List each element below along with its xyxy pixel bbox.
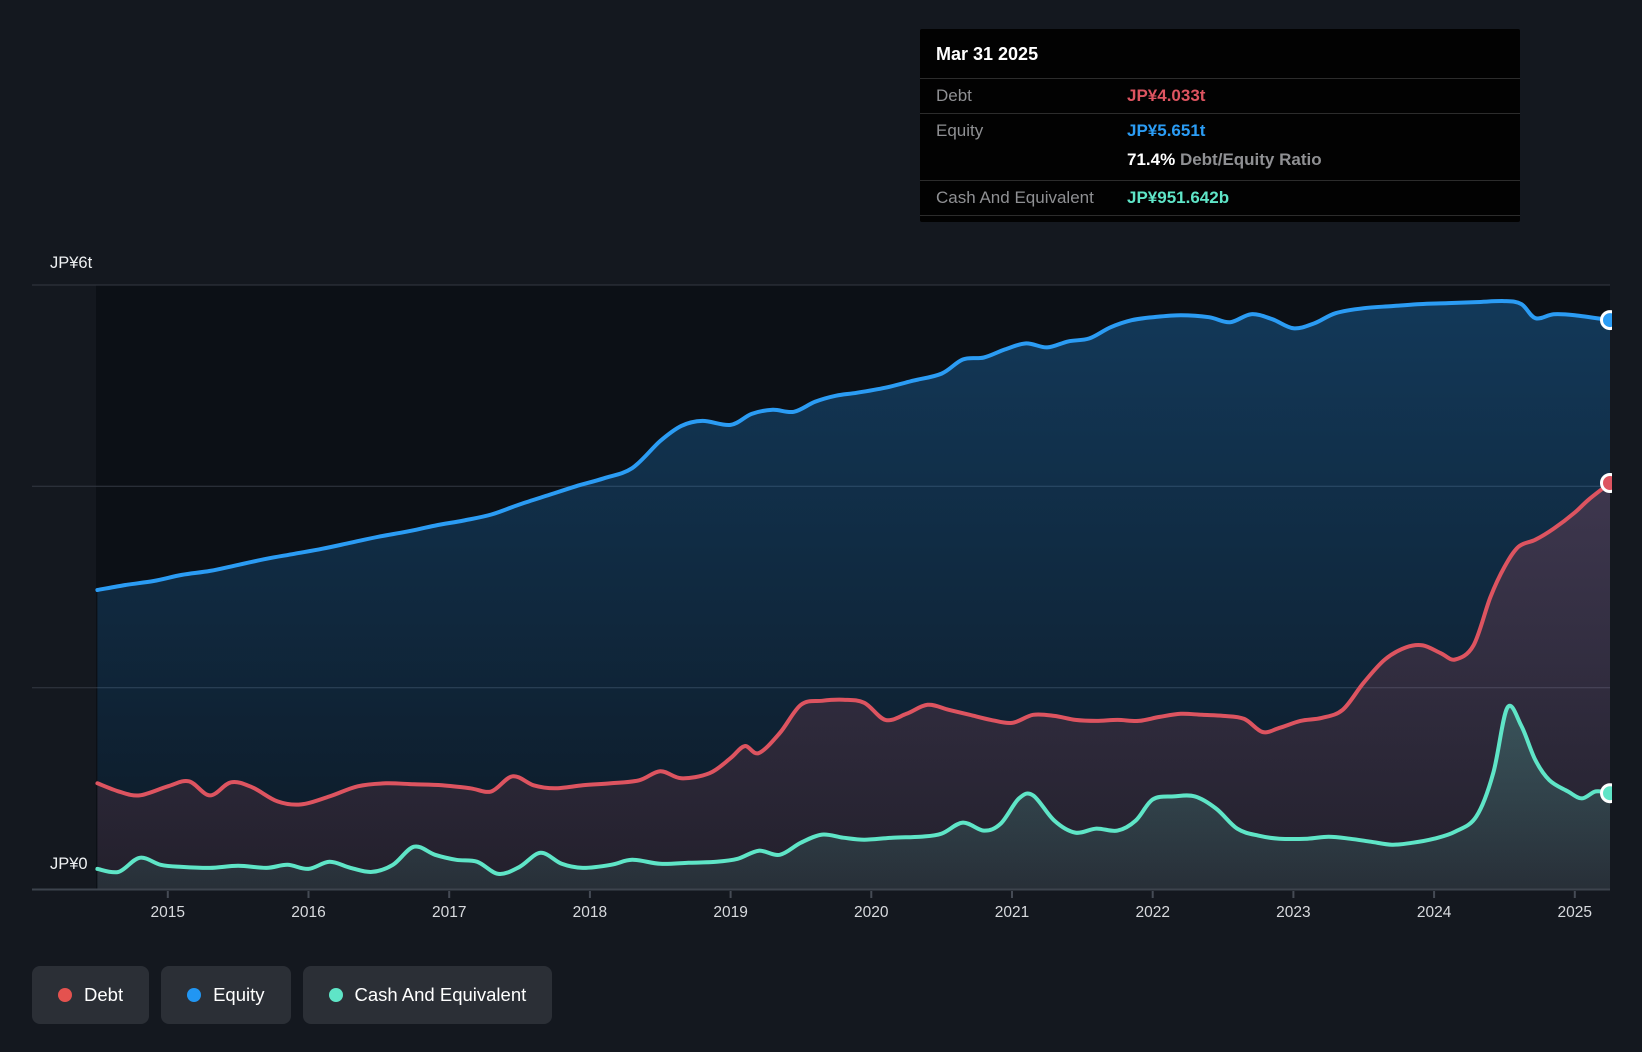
x-axis-label-2021: 2021 (995, 904, 1029, 921)
x-axis-label-2018: 2018 (573, 904, 607, 921)
tooltip-equity-label: Equity (936, 121, 1127, 141)
y-axis-label-zero: JP¥0 (50, 855, 88, 873)
tooltip-ratio-value: 71.4% (1127, 150, 1175, 169)
legend-debt-label: Debt (84, 984, 123, 1006)
x-axis-label-2017: 2017 (432, 904, 466, 921)
tooltip-row-equity: Equity JP¥5.651t (920, 113, 1520, 148)
tooltip-date: Mar 31 2025 (920, 29, 1520, 78)
tooltip-row-cash: Cash And Equivalent JP¥951.642b (920, 180, 1520, 216)
balance-sheet-chart-page: 2015 2016 2017 2018 2019 2020 2021 2022 2023 2024… (0, 0, 1642, 1052)
legend-cash-label: Cash And Equivalent (355, 984, 527, 1006)
equity-dot-icon (187, 988, 201, 1002)
legend-item-equity[interactable]: Equity (161, 966, 290, 1024)
x-axis-label-2023: 2023 (1276, 904, 1310, 921)
tooltip-row-debt: Debt JP¥4.033t (920, 78, 1520, 113)
x-axis-label-2025: 2025 (1558, 904, 1592, 921)
x-axis-label-2016: 2016 (291, 904, 325, 921)
chart-legend: Debt Equity Cash And Equivalent (32, 966, 552, 1024)
tooltip-equity-value: JP¥5.651t (1127, 121, 1205, 141)
legend-item-cash[interactable]: Cash And Equivalent (303, 966, 553, 1024)
legend-equity-label: Equity (213, 984, 264, 1006)
tooltip-debt-value: JP¥4.033t (1127, 86, 1205, 106)
right-margin (1612, 0, 1642, 1052)
debt-dot-icon (58, 988, 72, 1002)
x-axis-label-2019: 2019 (713, 904, 747, 921)
cash-dot-icon (329, 988, 343, 1002)
x-axis-label-2015: 2015 (151, 904, 185, 921)
x-axis-label-2022: 2022 (1135, 904, 1169, 921)
legend-item-debt[interactable]: Debt (32, 966, 149, 1024)
tooltip-row-ratio: 71.4% Debt/Equity Ratio (920, 148, 1520, 180)
tooltip-ratio-label: Debt/Equity Ratio (1180, 150, 1322, 169)
chart-tooltip: Mar 31 2025 Debt JP¥4.033t Equity JP¥5.6… (920, 29, 1520, 222)
y-axis-label-max: JP¥6t (50, 254, 93, 272)
x-axis-label-2024: 2024 (1417, 904, 1452, 921)
tooltip-cash-label: Cash And Equivalent (936, 188, 1127, 208)
tooltip-debt-label: Debt (936, 86, 1127, 106)
tooltip-cash-value: JP¥951.642b (1127, 188, 1229, 208)
x-axis-label-2020: 2020 (854, 904, 889, 921)
